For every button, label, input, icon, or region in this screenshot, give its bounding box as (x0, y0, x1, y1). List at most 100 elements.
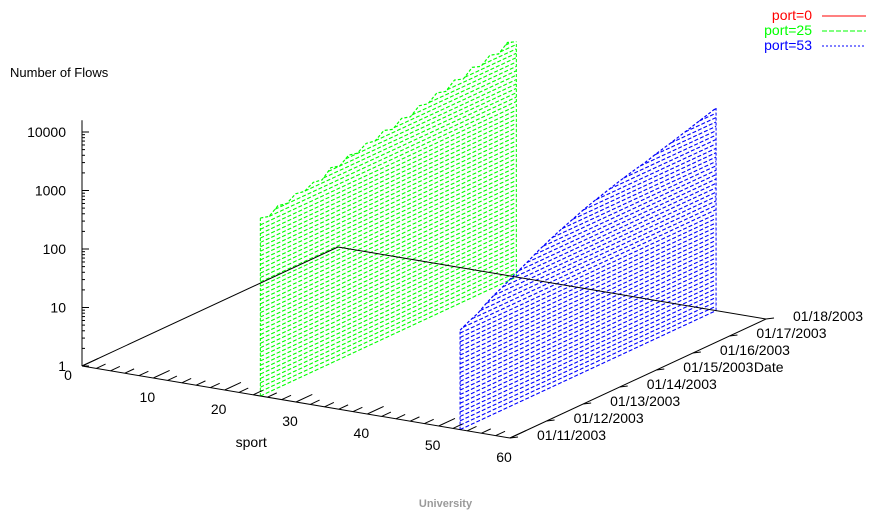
series-hatch (459, 248, 717, 369)
series-hatch (459, 217, 717, 338)
series-hatch (411, 65, 517, 116)
series-hatch (459, 213, 717, 334)
series-hatch (323, 87, 517, 179)
y-tick (546, 419, 555, 422)
series-hatch (459, 226, 717, 347)
x-tick (381, 411, 392, 417)
series-hatch (542, 165, 717, 247)
series-hatch (670, 121, 717, 144)
series-hatch (459, 253, 717, 374)
axes-layer (81, 120, 775, 439)
y-tick (765, 317, 775, 320)
x-tick (195, 380, 206, 386)
series-hatch (260, 144, 517, 265)
series-hatch (551, 160, 717, 239)
series-hatch (582, 147, 717, 211)
x-tick (352, 406, 363, 413)
series-hatch (260, 241, 517, 362)
series-hatch (595, 143, 717, 201)
x-tick (124, 368, 135, 374)
x-tick (224, 381, 242, 391)
y-tick (619, 385, 628, 388)
series-hatch (274, 96, 517, 210)
y-tick-label: 01/12/2003 (574, 410, 644, 426)
x-tick-label: 10 (140, 389, 156, 405)
series-hatch (654, 125, 717, 156)
y-tick (656, 368, 665, 371)
series-hatch (534, 169, 717, 256)
series-hatch (260, 276, 517, 397)
series-top-contour (260, 41, 517, 219)
x-tick (252, 390, 263, 396)
y-axis-title: Date (754, 359, 784, 375)
series-hatch (304, 92, 517, 192)
legend-label: port=25 (764, 22, 812, 38)
series-hatch (260, 179, 517, 300)
series-hatch (459, 310, 717, 431)
series-hatch (502, 187, 717, 288)
series-hatch (462, 209, 717, 328)
x-tick (310, 399, 320, 405)
z-tick-label: 1 (58, 358, 66, 374)
x-tick (210, 382, 220, 389)
series-hatch (459, 244, 717, 365)
series-hatch (459, 261, 717, 382)
series-hatch (260, 118, 517, 239)
series-hatch (260, 228, 517, 349)
x-tick (495, 430, 506, 437)
series-hatch (260, 184, 517, 305)
series-hatch (459, 305, 717, 426)
y-tick-label: 01/14/2003 (647, 376, 717, 392)
series-hatch (260, 158, 517, 279)
series-hatch (260, 219, 517, 340)
series-hatch (260, 166, 517, 287)
series-hatch (345, 79, 517, 160)
x-tick (438, 417, 456, 427)
series-hatch (639, 130, 717, 167)
series-hatch (446, 57, 517, 91)
y-tick-label: 01/18/2003 (793, 308, 863, 324)
series-hatch (260, 237, 517, 358)
series-hatch (561, 156, 717, 230)
series-hatch (459, 292, 717, 413)
series-hatch (459, 288, 717, 409)
series-hatch (459, 266, 717, 387)
y-tick-label: 01/13/2003 (610, 393, 680, 409)
series-hatch (260, 201, 517, 322)
z-axis-title: Number of Flows (10, 65, 109, 80)
z-tick-label: 1000 (35, 183, 66, 199)
series-hatch (260, 127, 517, 248)
x-tick (167, 375, 178, 381)
series-hatch (485, 196, 717, 304)
base-edge (509, 318, 767, 439)
series-hatch (268, 101, 517, 217)
series-hatch (518, 178, 717, 272)
legend-label: port=0 (772, 7, 812, 23)
x-tick (238, 387, 249, 393)
series-hatch (260, 105, 517, 226)
x-tick (181, 378, 192, 384)
series-hatch (428, 61, 517, 104)
series-hatch (459, 270, 717, 391)
series-hatch (260, 136, 517, 257)
series-hatch (459, 296, 717, 417)
x-tick (281, 394, 292, 401)
series-hatch (609, 138, 717, 190)
x-tick (138, 370, 149, 377)
series-hatch (459, 239, 717, 360)
series-hatch (459, 257, 717, 378)
y-tick-label: 01/16/2003 (720, 342, 790, 358)
series-hatch (471, 204, 717, 320)
z-tick-label: 10 (50, 300, 66, 316)
series-hatch (328, 83, 517, 172)
series-hatch (260, 258, 517, 379)
series-hatch (260, 188, 517, 309)
series-hatch (260, 140, 517, 261)
legend-label: port=53 (764, 37, 812, 53)
x-tick-label: 30 (282, 413, 298, 429)
z-tick-label: 100 (43, 241, 67, 257)
series-hatch (260, 175, 517, 296)
x-tick (409, 416, 420, 422)
series-hatch (459, 222, 717, 343)
